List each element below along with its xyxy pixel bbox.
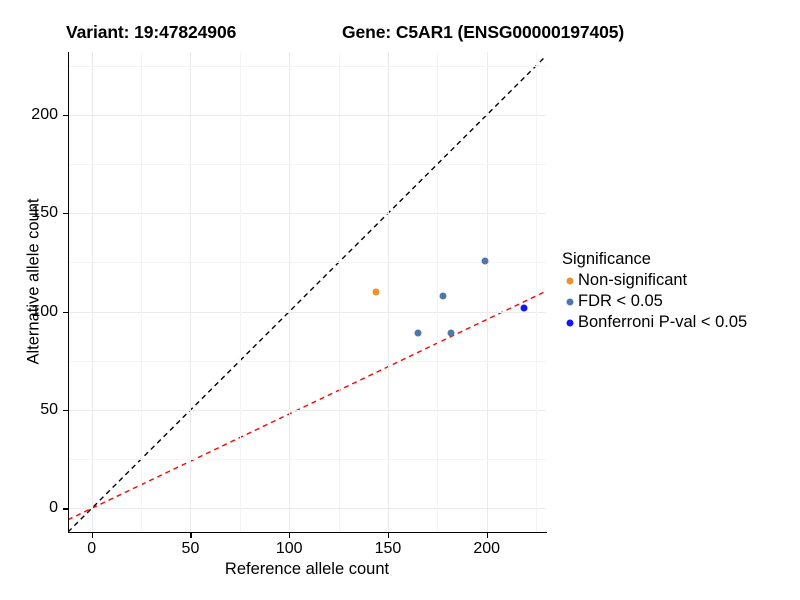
legend-title: Significance xyxy=(562,250,651,268)
gridline-horizontal xyxy=(68,508,546,510)
x-axis-tick-label: 200 xyxy=(473,540,501,557)
y-axis-tick xyxy=(63,114,68,117)
gridline-vertical xyxy=(387,52,389,532)
data-point[interactable] xyxy=(481,257,489,265)
gridline-horizontal xyxy=(68,410,546,412)
data-point[interactable] xyxy=(439,292,447,300)
x-axis-line xyxy=(68,531,547,533)
gridline-horizontal xyxy=(68,213,546,215)
identity-reference-line xyxy=(68,55,546,532)
x-axis-tick xyxy=(190,533,192,538)
y-axis-tick xyxy=(63,508,68,510)
gridline-vertical xyxy=(289,52,291,532)
variant-title: Variant: 19:47824906 xyxy=(66,22,237,42)
plot-svg xyxy=(68,55,546,532)
y-axis-line xyxy=(68,52,70,533)
y-axis-tick xyxy=(63,410,68,412)
legend-item-label: FDR < 0.05 xyxy=(578,292,663,310)
gridline-vertical xyxy=(91,52,93,532)
chart-title-row: Variant: 19:47824906 Gene: C5AR1 (ENSG00… xyxy=(0,22,800,48)
gridline-vertical-minor xyxy=(338,52,340,532)
gridline-horizontal-minor xyxy=(68,65,546,67)
x-axis-tick-label: 150 xyxy=(374,540,402,557)
gridline-horizontal-minor xyxy=(68,459,546,461)
gridline-vertical-minor xyxy=(239,52,241,532)
legend-key-dot-icon xyxy=(562,270,578,291)
x-axis-tick xyxy=(289,533,291,538)
plot-area xyxy=(68,52,546,532)
gridline-vertical-minor xyxy=(536,52,538,532)
legend-key-dot-icon xyxy=(562,312,578,333)
legend-item[interactable]: Bonferroni P-val < 0.05 xyxy=(562,312,800,333)
data-point[interactable] xyxy=(447,329,455,337)
y-axis-tick-label: 50 xyxy=(40,401,58,419)
gridline-horizontal-minor xyxy=(68,360,546,362)
x-axis-tick-label: 50 xyxy=(181,540,200,557)
data-point[interactable] xyxy=(520,304,528,312)
x-axis-tick xyxy=(91,533,93,538)
x-axis-tick xyxy=(387,533,390,538)
gridline-horizontal xyxy=(68,311,546,313)
y-axis-tick-label: 150 xyxy=(31,204,58,222)
legend-item[interactable]: FDR < 0.05 xyxy=(562,291,800,312)
y-axis-tick-label: 100 xyxy=(31,302,58,320)
x-axis-tick-label: 0 xyxy=(87,540,97,557)
legend-item-label: Bonferroni P-val < 0.05 xyxy=(578,313,748,331)
gridline-horizontal-minor xyxy=(68,262,546,264)
gridline-vertical-minor xyxy=(141,52,143,532)
data-point[interactable] xyxy=(414,329,422,337)
y-axis-tick-label: 200 xyxy=(31,105,58,123)
y-axis-tick-label: 0 xyxy=(49,499,58,517)
y-axis-tick xyxy=(63,213,68,215)
gridline-vertical xyxy=(486,52,488,532)
y-axis-title: Alternative allele count xyxy=(24,198,43,365)
x-axis-tick-label: 100 xyxy=(275,540,303,557)
gridline-vertical xyxy=(190,52,192,532)
gridline-vertical-minor xyxy=(437,52,439,532)
plot-panel xyxy=(68,52,546,532)
fit-reference-line xyxy=(68,290,546,521)
legend-items: Non-significant FDR < 0.05 Bonferroni P-va… xyxy=(562,270,800,333)
y-axis-tick xyxy=(63,311,68,313)
gene-title: Gene: C5AR1 (ENSG00000197405) xyxy=(342,22,625,42)
legend: Significance Non-significant FDR < 0.05 Bo… xyxy=(562,250,800,333)
data-point[interactable] xyxy=(372,288,380,296)
x-axis-title: Reference allele count xyxy=(224,560,390,578)
legend-key-dot-icon xyxy=(562,291,578,312)
gridline-horizontal xyxy=(68,114,546,116)
legend-item[interactable]: Non-significant xyxy=(562,270,800,291)
legend-item-label: Non-significant xyxy=(578,271,688,289)
x-axis-tick xyxy=(486,533,488,538)
gridline-horizontal-minor xyxy=(68,164,546,166)
